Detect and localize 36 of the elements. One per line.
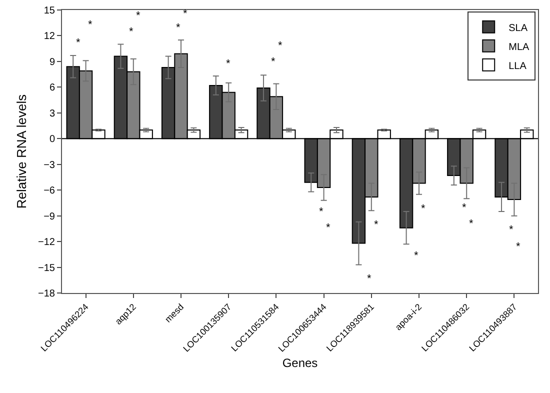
annotation: * bbox=[129, 26, 134, 38]
annotation: * bbox=[374, 219, 379, 231]
annotation: * bbox=[516, 241, 521, 253]
annotation: * bbox=[367, 273, 372, 285]
legend-label: LLA bbox=[508, 60, 527, 72]
y-tick-label: 12 bbox=[44, 31, 56, 42]
annotation: * bbox=[271, 56, 276, 68]
annotation: * bbox=[509, 224, 514, 236]
x-axis-title: Genes bbox=[282, 356, 318, 370]
y-axis-title: Relative RNA levels bbox=[14, 94, 29, 209]
y-tick-label: −12 bbox=[38, 237, 56, 248]
annotation: * bbox=[226, 58, 231, 70]
legend-label: MLA bbox=[508, 42, 530, 53]
y-tick-label: 9 bbox=[49, 56, 56, 68]
annotation: * bbox=[462, 202, 467, 214]
y-tick-label: −15 bbox=[38, 262, 56, 274]
annotation: * bbox=[319, 206, 324, 218]
annotation: * bbox=[421, 203, 426, 215]
annotation: * bbox=[469, 218, 474, 230]
annotation: * bbox=[326, 222, 331, 234]
annotation: * bbox=[76, 37, 81, 49]
annotation: * bbox=[278, 40, 283, 52]
y-tick-label: −3 bbox=[44, 160, 56, 171]
legend-label: SLA bbox=[508, 22, 528, 34]
y-tick-label: −6 bbox=[44, 186, 56, 197]
y-tick-label: −9 bbox=[44, 211, 56, 222]
annotation: * bbox=[183, 8, 188, 20]
y-tick-label: 3 bbox=[49, 108, 56, 120]
y-tick-label: 6 bbox=[49, 82, 56, 94]
annotation: * bbox=[88, 19, 93, 31]
y-tick-label: 15 bbox=[44, 6, 56, 16]
y-tick-label: 0 bbox=[49, 134, 56, 146]
y-tick-label: −18 bbox=[38, 288, 56, 300]
annotation: * bbox=[136, 10, 141, 22]
annotation: * bbox=[176, 22, 181, 34]
annotation: * bbox=[414, 250, 419, 262]
